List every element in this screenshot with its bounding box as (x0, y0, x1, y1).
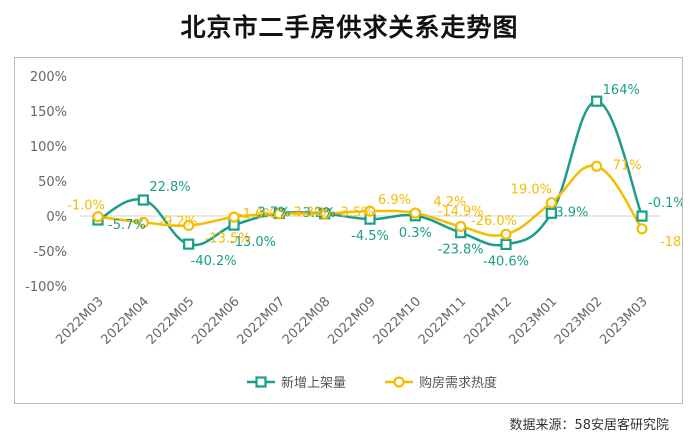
series-2-point (273, 208, 285, 220)
x-tick-label: 2023M01 (507, 294, 561, 348)
series-2-point (409, 207, 421, 219)
series-2-point (455, 220, 467, 233)
series-1-point (137, 194, 149, 206)
series-1-point (636, 210, 648, 222)
legend-label: 购房需求热度 (419, 375, 497, 391)
data-label-series-2: 3.3% (293, 206, 326, 221)
y-tick-label: 150% (30, 105, 67, 120)
data-label-series-2: 3.5% (341, 206, 374, 221)
series-layer (92, 95, 648, 251)
x-tick-label: 2022M08 (280, 294, 334, 348)
legend-marker (393, 376, 405, 388)
data-source-note: 数据来源：58安居客研究院 (509, 418, 669, 433)
series-2-point (636, 223, 648, 235)
y-tick-label: 200% (30, 70, 67, 85)
line-chart: 200%150%100%50%0%-50%-100% 2022M032022M0… (25, 70, 699, 391)
data-label-series-2: -13.5% (205, 231, 251, 246)
series-2-point (137, 216, 149, 229)
data-label-series-2: -26.0% (471, 214, 517, 229)
data-label-series-2: 19.0% (511, 183, 552, 198)
data-label-series-2: -18.3% (660, 235, 682, 250)
y-axis: 200% 150% 100% 50% 0% -50% -100% (25, 70, 660, 295)
x-tick-label: 2022M09 (325, 294, 379, 348)
x-tick-label: 2022M10 (371, 294, 425, 348)
y-tick-label: 100% (30, 140, 67, 155)
y-tick-label: 0% (46, 210, 67, 225)
data-label-series-2: -1.0% (67, 199, 105, 214)
chart-title: 北京市二手房供求关系走势图 (180, 13, 519, 42)
y-tick-label: -100% (25, 280, 67, 295)
data-label-series-1: -4.5% (351, 229, 389, 244)
data-label-series-2: -1.6% (238, 207, 276, 222)
x-tick-label: 2023M02 (552, 294, 606, 348)
x-tick-label: 2022M12 (461, 294, 515, 348)
data-label-series-1: 3.9% (555, 205, 588, 220)
data-label-series-1: -5.7% (108, 218, 146, 233)
x-tick-label: 2023M03 (597, 294, 651, 348)
series-2-point (319, 207, 331, 220)
x-tick-label: 2022M06 (189, 294, 243, 348)
y-tick-label: 50% (38, 175, 67, 190)
data-label-series-1: 164% (603, 83, 640, 98)
data-label-series-2: -14.9% (438, 204, 484, 219)
data-label-series-2: 6.9% (378, 193, 411, 208)
data-label-series-2: 4.2% (433, 195, 466, 210)
data-label-series-1: 0.3% (399, 226, 432, 241)
data-label-series-2: 71% (613, 158, 642, 173)
series-1-point (545, 207, 557, 219)
data-label-series-1: -40.2% (191, 254, 237, 269)
x-tick-label: 2022M04 (99, 294, 153, 348)
x-tick-label: 2022M11 (416, 294, 470, 348)
series-1-point (591, 95, 603, 107)
series-2-point (545, 197, 557, 209)
x-tick-label: 2022M03 (53, 294, 107, 348)
series-2-point (364, 205, 376, 217)
data-label-series-1: 22.8% (149, 180, 190, 195)
data-label-series-1: 3.2% (303, 206, 336, 221)
x-tick-label: 2022M05 (144, 294, 198, 348)
series-2-point (183, 219, 195, 232)
series-1-point (500, 238, 512, 251)
series-2-point (500, 228, 512, 240)
x-tick-label: 2022M07 (235, 294, 289, 348)
x-axis: 2022M032022M042022M052022M062022M072022M… (53, 294, 651, 348)
legend: 新增上架量 购房需求热度 (247, 375, 497, 391)
series-2-point (228, 211, 240, 223)
series-2-point (591, 160, 603, 172)
chart-panel: 200% 150% 100% 50% 0% -50% -100% 2022M03 2022M0… (14, 57, 699, 404)
legend-label: 新增上架量 (281, 375, 346, 391)
legend-marker (255, 376, 267, 388)
series-2-point (92, 211, 104, 223)
data-label-series-1: 3.7% (257, 205, 290, 220)
y-tick-label: -50% (33, 245, 67, 260)
data-label-series-1: -40.6% (483, 254, 529, 269)
data-label-series-2: -9.2% (159, 214, 197, 229)
series-1-point (183, 238, 195, 250)
data-label-series-1: -23.8% (438, 243, 484, 258)
data-label-series-1: -0.1% (648, 196, 682, 211)
data-labels: -5.7%22.8%-40.2%-13.0%3.7% 3.2%-4.5% 0.3%-… (67, 83, 699, 269)
data-label-series-1: -13.0% (230, 235, 276, 250)
